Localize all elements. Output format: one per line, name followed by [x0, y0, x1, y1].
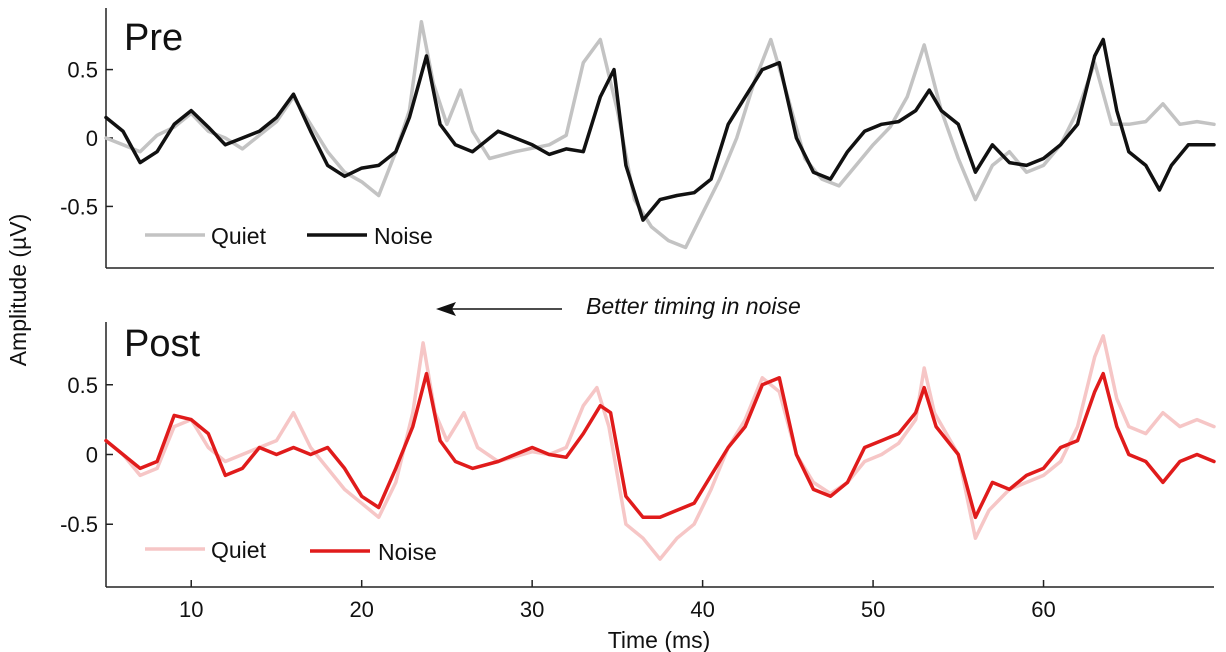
pre-noise-line — [104, 37, 1216, 222]
pre-y-tick-label: -0.5 — [60, 194, 98, 219]
x-axis-label: Time (ms) — [608, 627, 711, 652]
pre-panel-title: Pre — [124, 17, 183, 59]
pre-legend-quiet-label: Quiet — [211, 223, 267, 249]
post-y-tick-label: 0.5 — [67, 373, 98, 398]
y-axis-label: Amplitude (µV) — [5, 214, 31, 367]
post-panel: Post 0.5 0 -0.5 10 20 30 40 50 60 Quiet Noise T… — [60, 322, 1216, 652]
post-x-tick-label: 60 — [1031, 597, 1055, 622]
post-y-tick-label: -0.5 — [60, 512, 98, 537]
post-x-tick-label: 40 — [690, 597, 714, 622]
post-y-ticks: 0.5 0 -0.5 — [60, 373, 113, 537]
post-x-tick-label: 50 — [861, 597, 885, 622]
pre-y-tick-label: 0.5 — [67, 58, 98, 83]
pre-panel: Pre 0.5 0 -0.5 Quiet Noise — [60, 8, 1216, 269]
pre-quiet-line — [104, 19, 1216, 250]
post-x-tick-label: 30 — [520, 597, 544, 622]
post-quiet-line — [104, 334, 1216, 561]
post-series — [104, 334, 1216, 561]
post-legend-quiet-label: Quiet — [211, 537, 267, 563]
arrow-left-icon — [436, 302, 456, 316]
post-panel-title: Post — [124, 323, 200, 365]
post-x-tick-label: 20 — [349, 597, 373, 622]
post-y-tick-label: 0 — [86, 443, 98, 468]
post-legend: Quiet Noise — [145, 537, 437, 565]
timing-annotation: Better timing in noise — [436, 293, 801, 319]
post-legend-noise-label: Noise — [378, 539, 437, 565]
pre-series — [104, 19, 1216, 250]
pre-y-ticks: 0.5 0 -0.5 — [60, 58, 113, 219]
post-x-ticks: 10 20 30 40 50 60 — [179, 580, 1056, 622]
pre-legend: Quiet Noise — [145, 223, 433, 249]
pre-y-tick-label: 0 — [86, 126, 98, 151]
annotation-text: Better timing in noise — [586, 293, 801, 319]
post-noise-line — [104, 371, 1216, 520]
pre-legend-noise-label: Noise — [374, 223, 433, 249]
post-x-tick-label: 10 — [179, 597, 203, 622]
